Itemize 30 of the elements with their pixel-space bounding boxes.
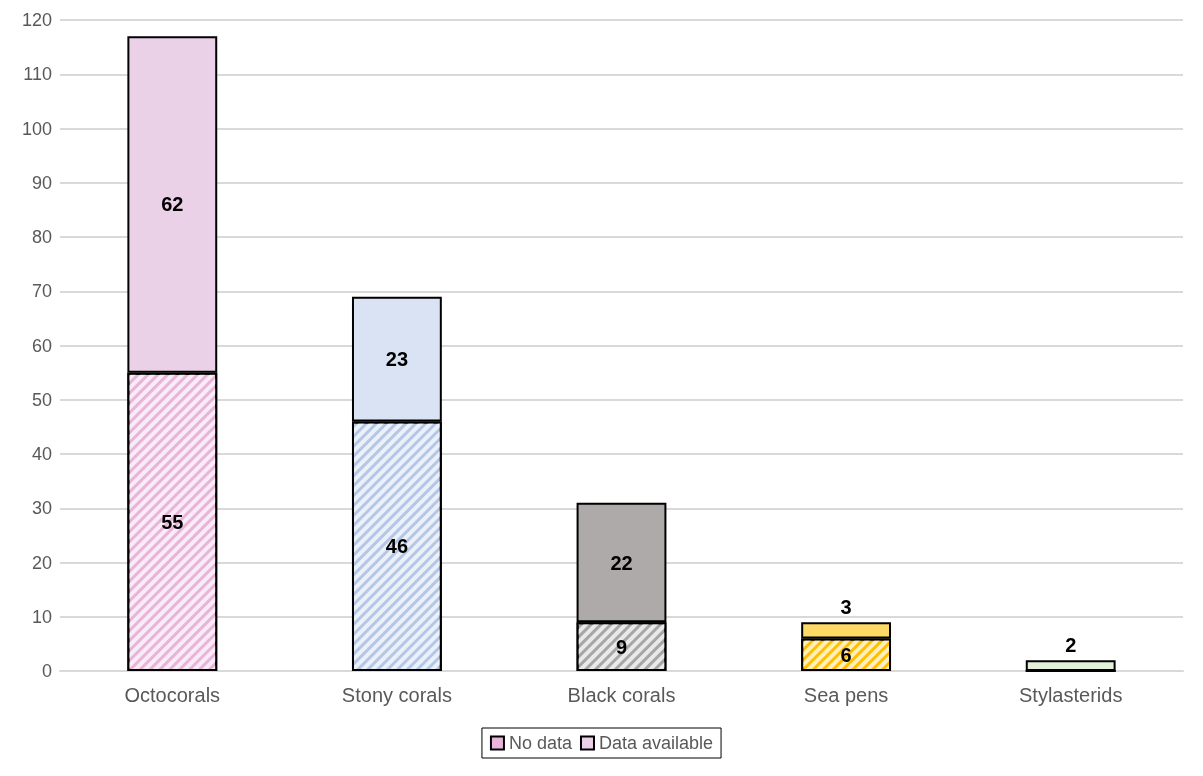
x-tick-label: Sea pens [803, 684, 889, 706]
y-tick-label: 50 [31, 389, 52, 410]
y-tick-label: 20 [31, 552, 52, 573]
x-tick-label: Octocorals [124, 684, 221, 706]
legend-label: No data [508, 733, 573, 753]
y-tick-label: 60 [31, 335, 52, 356]
x-tick-label: Stylasterids [1019, 684, 1123, 706]
y-tick-label: 110 [23, 64, 52, 85]
legend-label: Data available [598, 733, 714, 753]
y-tick-label: 40 [31, 444, 52, 464]
data-label: 55 [161, 510, 184, 533]
data-label: 46 [385, 535, 409, 558]
data-label: 3 [840, 596, 852, 619]
data-label: 6 [840, 643, 852, 666]
x-tick-label: Stony corals [341, 684, 452, 706]
bar [1025, 660, 1116, 671]
data-label: 23 [385, 348, 409, 371]
x-tick-label: Black corals [567, 684, 676, 706]
y-tick-label: 0 [41, 661, 52, 681]
y-tick-label: 80 [31, 227, 52, 247]
y-tick-label: 70 [31, 281, 52, 302]
y-tick-label: 10 [31, 606, 52, 627]
y-tick-label: 30 [31, 498, 52, 519]
data-label: 62 [161, 193, 184, 216]
y-tick-label: 90 [31, 172, 52, 193]
y-tick-label: 100 [21, 118, 52, 139]
data-label: 2 [1065, 634, 1077, 657]
y-tick-label: 120 [21, 10, 52, 30]
data-label: 9 [615, 635, 628, 658]
data-label: 22 [610, 551, 633, 574]
